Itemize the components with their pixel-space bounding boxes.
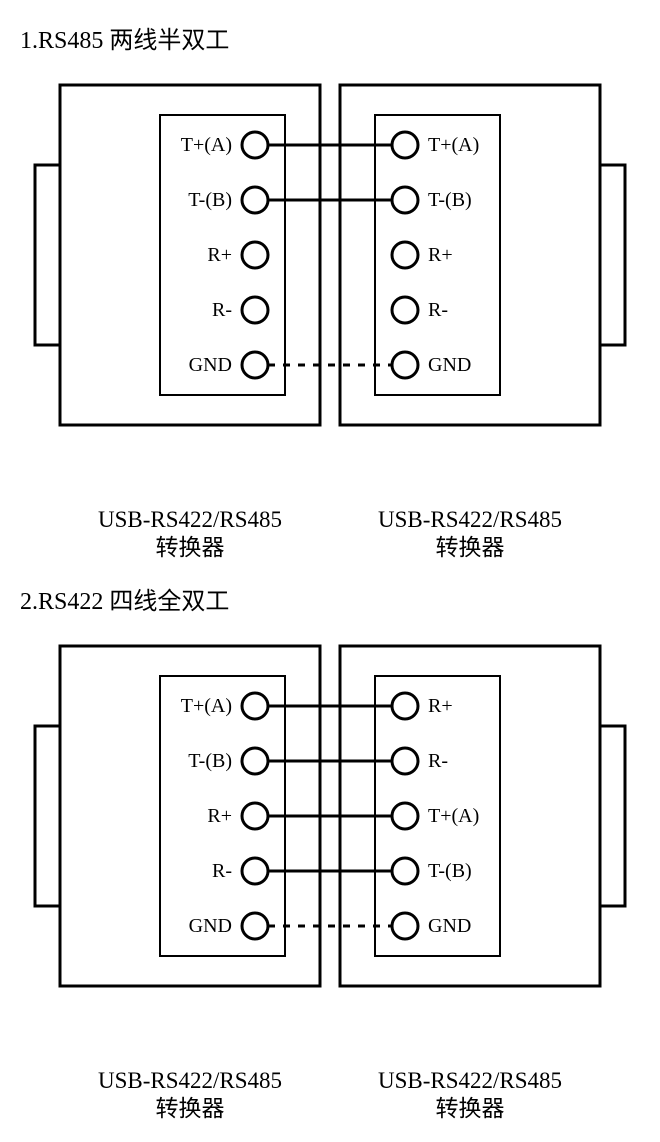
svg-text:R-: R- bbox=[428, 299, 448, 321]
svg-text:T-(B): T-(B) bbox=[188, 750, 232, 772]
diagram2-caption-right: USB-RS422/RS485 转换器 bbox=[330, 1067, 610, 1122]
caption-line1: USB-RS422/RS485 bbox=[98, 507, 282, 532]
svg-text:GND: GND bbox=[428, 354, 471, 376]
diagram1-title: 1.RS485 两线半双工 bbox=[10, 20, 650, 55]
caption-line1: USB-RS422/RS485 bbox=[98, 1068, 282, 1093]
svg-text:T+(A): T+(A) bbox=[428, 134, 479, 156]
diagram1: T+(A) T-(B) R+ R- GND T+(A) T-(B) R+ R- GND bbox=[10, 65, 650, 485]
caption-line2: 转换器 bbox=[50, 534, 330, 562]
diagram2: T+(A) T-(B) R+ R- GND R+ R- T+(A) T-(B) GND bbox=[10, 626, 650, 1046]
svg-text:GND: GND bbox=[189, 354, 232, 376]
svg-text:T+(A): T+(A) bbox=[181, 695, 232, 717]
caption-line2: 转换器 bbox=[50, 1095, 330, 1123]
caption-line2: 转换器 bbox=[330, 1095, 610, 1123]
diagram2-caption-left: USB-RS422/RS485 转换器 bbox=[50, 1067, 330, 1122]
caption-line1: USB-RS422/RS485 bbox=[378, 1068, 562, 1093]
svg-text:R+: R+ bbox=[207, 244, 232, 266]
svg-text:T-(B): T-(B) bbox=[428, 189, 472, 211]
diagram2-title: 2.RS422 四线全双工 bbox=[10, 581, 650, 616]
svg-text:R+: R+ bbox=[428, 244, 453, 266]
svg-text:R-: R- bbox=[212, 299, 232, 321]
caption-line1: USB-RS422/RS485 bbox=[378, 507, 562, 532]
svg-text:T+(A): T+(A) bbox=[428, 805, 479, 827]
svg-text:R-: R- bbox=[428, 750, 448, 772]
svg-text:T-(B): T-(B) bbox=[188, 189, 232, 211]
svg-text:T-(B): T-(B) bbox=[428, 860, 472, 882]
diagram1-captions: USB-RS422/RS485 转换器 USB-RS422/RS485 转换器 bbox=[10, 506, 650, 561]
svg-text:R-: R- bbox=[212, 860, 232, 882]
diagram2-captions: USB-RS422/RS485 转换器 USB-RS422/RS485 转换器 bbox=[10, 1067, 650, 1122]
svg-text:GND: GND bbox=[428, 915, 471, 937]
svg-text:T+(A): T+(A) bbox=[181, 134, 232, 156]
svg-text:GND: GND bbox=[189, 915, 232, 937]
svg-text:R+: R+ bbox=[428, 695, 453, 717]
diagram1-caption-right: USB-RS422/RS485 转换器 bbox=[330, 506, 610, 561]
svg-text:R+: R+ bbox=[207, 805, 232, 827]
diagram1-caption-left: USB-RS422/RS485 转换器 bbox=[50, 506, 330, 561]
caption-line2: 转换器 bbox=[330, 534, 610, 562]
